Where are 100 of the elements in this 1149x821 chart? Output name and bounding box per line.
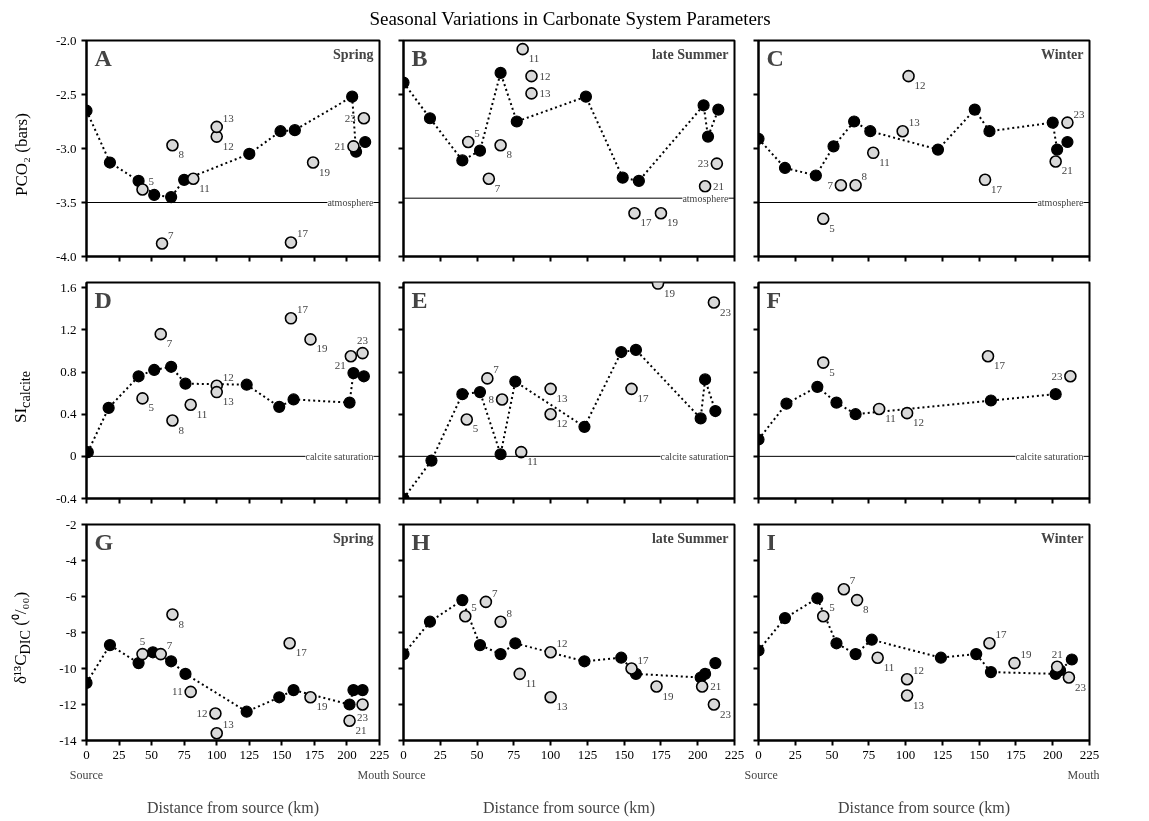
x-tick-label: 75 [177, 746, 191, 762]
annotation: 17 [640, 216, 652, 229]
annotation: 19 [664, 286, 676, 299]
x-tick-label: 25 [112, 746, 126, 762]
annotation: 23 [1051, 369, 1063, 382]
chart-subtitle: Winter [1040, 46, 1084, 62]
annotation: 23 [719, 707, 732, 720]
ref-line-label: atmosphere [682, 192, 730, 204]
annotation: 12 [222, 370, 234, 383]
x-tick-label: 150 [272, 746, 292, 762]
annotation: 13 [222, 718, 235, 731]
annotation: 5 [148, 174, 155, 187]
annotation: 11 [199, 181, 210, 194]
annotation: 21 [710, 680, 722, 692]
annotation: 12 [556, 637, 568, 650]
annotation: 23 [344, 111, 357, 124]
x-tick-label: 175 [651, 746, 671, 762]
annotation: 7 [849, 574, 856, 587]
x-tick-label: 0 [755, 746, 762, 762]
ref-line-label: atmosphere [327, 197, 375, 208]
x-tick-label: 125 [239, 746, 260, 762]
text: Source [744, 767, 778, 782]
y-tick-label: -6 [65, 588, 77, 604]
text: Source [69, 767, 104, 782]
x-tick-label: 175 [304, 746, 325, 762]
annotation: 12 [914, 79, 926, 92]
y-tick-label: 0 [70, 448, 77, 464]
annotation: 8 [506, 606, 513, 619]
chart-title: A [94, 44, 113, 71]
x-tick-label: 25 [433, 746, 447, 762]
text: Mouth [1067, 767, 1100, 782]
chart-title: E [411, 286, 428, 313]
chart-title: C [766, 44, 784, 71]
x-tick-label: 200 [687, 746, 708, 762]
annotation: 23 [357, 710, 369, 723]
annotation: 5 [472, 422, 479, 435]
y-tick-label: 1.2 [60, 321, 77, 337]
y-tick-label: -3.0 [55, 140, 77, 156]
x-axis-title: Distance from source (km) [483, 798, 655, 817]
annotation: 19 [316, 342, 328, 355]
x-tick-label: 0 [83, 746, 90, 762]
ref-line-label: atmosphere [1037, 197, 1085, 208]
annotation: 11 [527, 455, 538, 468]
annotation: 21 [1051, 647, 1063, 660]
chart-title: G [94, 528, 114, 555]
x-tick-label: 75 [862, 746, 876, 762]
annotation: 19 [666, 216, 679, 229]
x-tick-label: 50 [825, 746, 839, 762]
annotation: 7 [166, 337, 173, 350]
x-tick-label: 150 [969, 746, 989, 762]
y-tick-label: -8 [65, 624, 77, 640]
annotation: 7 [494, 181, 501, 194]
annotation: 17 [295, 646, 308, 659]
x-tick-label: 225 [1079, 746, 1100, 762]
annotation: 11 [879, 155, 890, 168]
chart-subtitle: Winter [1040, 530, 1084, 546]
annotation: 7 [166, 639, 173, 652]
y-tick-label: -10 [59, 660, 77, 676]
annotation: 13 [222, 111, 235, 124]
annotation: 13 [539, 86, 551, 99]
chart-subtitle: late Summer [651, 530, 729, 546]
chart-subtitle: Spring [333, 530, 374, 546]
annotation: 17 [637, 391, 650, 404]
ref-line-label: calcite saturation [305, 450, 374, 462]
annotation: 17 [991, 182, 1003, 195]
annotation: 7 [827, 178, 834, 191]
annotation: 21 [334, 359, 346, 372]
annotation: 5 [148, 401, 155, 414]
y-tick-label: -4.0 [55, 248, 77, 264]
annotation: 8 [488, 392, 495, 405]
annotation: 19 [1020, 648, 1032, 661]
text: Seasonal Variations in Carbonate System Parameters [369, 7, 771, 31]
annotation: 11 [528, 52, 540, 65]
annotation: 17 [296, 227, 309, 240]
x-tick-label: 100 [895, 746, 916, 762]
chart-title: I [766, 528, 776, 555]
annotation: 23 [697, 157, 710, 170]
annotation: 23 [1073, 107, 1085, 120]
y-tick-label: -0.4 [55, 490, 77, 506]
y-tick-label: 0.4 [60, 406, 77, 422]
annotation: 17 [296, 303, 309, 316]
annotation: 12 [196, 707, 208, 719]
annotation: 7 [493, 363, 500, 376]
x-tick-label: 50 [145, 746, 159, 762]
y-tick-label: -14 [59, 732, 77, 748]
annotation: 5 [474, 127, 481, 140]
annotation: 5 [829, 221, 836, 234]
annotation: 5 [829, 601, 836, 614]
annotation: 11 [883, 660, 895, 673]
x-tick-label: 100 [206, 746, 227, 762]
x-tick-label: 125 [577, 746, 598, 762]
annotation: 8 [861, 170, 868, 183]
annotation: 8 [863, 603, 870, 616]
y-tick-label: 1.6 [60, 279, 77, 295]
annotation: 17 [995, 628, 1007, 641]
y-tick-label: -12 [59, 696, 77, 712]
annotation: 23 [357, 334, 369, 347]
y-tick-label: -4 [65, 552, 77, 568]
y-tick-label: 0.8 [60, 364, 77, 380]
annotation: 13 [222, 395, 235, 408]
